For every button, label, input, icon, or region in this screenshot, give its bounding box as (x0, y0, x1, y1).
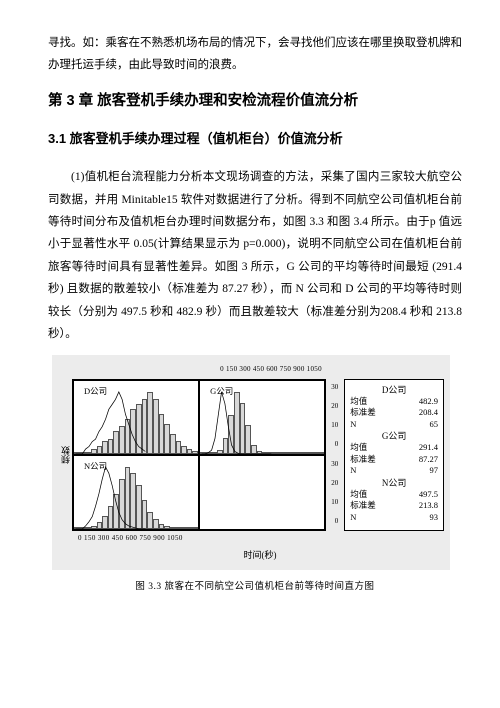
stats-std-label: 标准差 (350, 407, 376, 418)
stats-n-label: N (350, 465, 356, 476)
stats-g-mean: 291.4 (419, 442, 438, 453)
stats-d-std: 208.4 (419, 407, 438, 418)
section-title: 3.1 旅客登机手续办理过程（值机柜台）价值流分析 (48, 129, 462, 149)
stats-g-std: 87.27 (419, 454, 438, 465)
stats-g-n: 97 (430, 465, 439, 476)
panel-g: G公司 (199, 380, 325, 455)
stats-d-n: 65 (430, 419, 439, 430)
chapter-title: 第 3 章 旅客登机手续办理和安检流程价值流分析 (48, 91, 462, 113)
panel-g-label: G公司 (210, 383, 233, 399)
y-ticks: 30201003020100 (326, 379, 340, 531)
figure-caption: 图 3.3 旅客在不同航空公司值机柜台前等待时间直方图 (48, 578, 462, 596)
body-paragraph: (1)值机柜台流程能力分析本文现场调查的方法，采集了国内三家较大航空公司数据，并… (48, 166, 462, 345)
stats-d-name: D公司 (350, 384, 438, 396)
histogram-panels: D公司 G公司 N公司 (72, 379, 326, 531)
y-axis-label: 频数 (58, 446, 72, 464)
panel-empty (199, 455, 325, 530)
stats-n-mean: 497.5 (419, 489, 438, 500)
stats-n-name: N公司 (350, 477, 438, 489)
stats-std-label: 标准差 (350, 454, 376, 465)
panel-d-label: D公司 (84, 383, 107, 399)
bottom-axis-ticks: 0 150 300 450 600 750 900 1050 (78, 532, 444, 545)
stats-n-label: N (350, 512, 356, 523)
stats-mean-label: 均值 (350, 489, 367, 500)
x-axis-label: 时间(秒) (76, 547, 444, 564)
stats-box: D公司 均值 482.9 标准差 208.4 N 65 G公司 均值 291.4 标准差… (344, 379, 444, 531)
stats-n-n: 93 (430, 512, 439, 523)
panel-d: D公司 (73, 380, 199, 455)
panel-n: N公司 (73, 455, 199, 530)
stats-d-mean: 482.9 (419, 396, 438, 407)
stats-mean-label: 均值 (350, 442, 367, 453)
top-axis-ticks: 0 150 300 450 600 750 900 1050 (98, 363, 444, 376)
stats-g-name: G公司 (350, 430, 438, 442)
stats-std-label: 标准差 (350, 500, 376, 511)
stats-n-std: 213.8 (419, 500, 438, 511)
stats-mean-label: 均值 (350, 396, 367, 407)
figure-block: 0 150 300 450 600 750 900 1050 频数 D公司 G公… (52, 355, 450, 570)
panel-n-label: N公司 (84, 458, 107, 474)
stats-n-label: N (350, 419, 356, 430)
intro-paragraph: 寻找。如：乘客在不熟悉机场布局的情况下，会寻找他们应该在哪里换取登机牌和办理托运… (48, 32, 462, 77)
